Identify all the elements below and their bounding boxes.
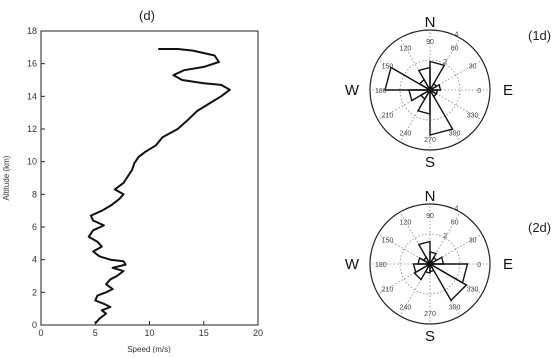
- angle-tick-label: 300: [449, 305, 461, 312]
- y-tick-label: 14: [27, 91, 37, 101]
- angle-spoke: [399, 37, 431, 91]
- angle-tick-label: 300: [449, 131, 461, 138]
- angle-tick-label: 120: [400, 45, 412, 52]
- angle-tick-label: 270: [424, 137, 436, 144]
- y-tick-label: 2: [32, 287, 37, 297]
- angle-spoke: [377, 59, 431, 91]
- compass-north: N: [425, 14, 436, 31]
- rose-1d-label: (1d): [528, 28, 551, 43]
- y-tick-label: 4: [32, 255, 37, 265]
- angle-tick-label: 240: [400, 305, 412, 312]
- angle-spoke: [377, 233, 431, 265]
- plot-frame: [40, 30, 259, 326]
- x-axis-label: Speed (m/s): [127, 345, 171, 353]
- rose-petal: [429, 261, 435, 273]
- rose-2d-label: (2d): [528, 220, 551, 235]
- x-axis-ticks: 0 5 10 15 20: [38, 321, 263, 338]
- rose-petal: [384, 66, 433, 91]
- y-tick-label: 8: [32, 189, 37, 199]
- y-axis-label: Altitude (km): [2, 155, 11, 200]
- angle-tick-label: 0: [477, 262, 481, 269]
- y-tick-label: 18: [27, 26, 37, 36]
- angle-tick-label: 330: [467, 287, 479, 294]
- rose-petal: [418, 78, 432, 92]
- angle-spoke: [429, 37, 461, 91]
- x-tick-label: 5: [93, 328, 98, 338]
- y-tick-label: 0: [32, 320, 37, 330]
- angle-spoke: [399, 211, 431, 265]
- angle-spoke: [377, 89, 431, 121]
- y-tick-label: 10: [27, 157, 37, 167]
- rose-petal: [428, 256, 438, 266]
- angle-tick-label: 270: [424, 311, 436, 318]
- angle-spoke: [429, 233, 483, 265]
- angle-spoke: [429, 263, 461, 317]
- angle-spoke: [429, 89, 483, 121]
- angle-tick-label: 240: [400, 131, 412, 138]
- rose-petal: [419, 88, 432, 101]
- y-axis-ticks: 0 2 4 6 8 10 12 14 16 18: [27, 26, 45, 330]
- compass-south: S: [425, 328, 435, 345]
- angle-spoke: [399, 263, 431, 317]
- radial-tick-label: 4: [455, 205, 459, 212]
- angle-tick-label: 30: [469, 63, 477, 70]
- x-tick-label: 10: [144, 328, 154, 338]
- compass-west: W: [345, 82, 360, 99]
- x-tick-label: 20: [253, 328, 263, 338]
- altitude-speed-chart: (d) 0 5 10 15 20 0 2 4 6 8 10 12 14 16 18 Speed (m/s)…: [2, 8, 263, 354]
- rose-petal: [416, 87, 431, 115]
- angle-spoke: [429, 263, 483, 295]
- rose-petal: [422, 256, 432, 266]
- angle-tick-label: 210: [382, 113, 394, 120]
- x-tick-label: 0: [38, 328, 43, 338]
- angle-spoke: [429, 211, 461, 265]
- chart-title: (d): [139, 8, 155, 23]
- angle-tick-label: 330: [467, 113, 479, 120]
- compass-east: E: [503, 256, 513, 273]
- y-tick-label: 12: [27, 124, 37, 134]
- radial-tick-label: 4: [455, 31, 459, 38]
- angle-tick-label: 210: [382, 287, 394, 294]
- radial-ring: [399, 59, 461, 121]
- angle-spoke: [429, 59, 483, 91]
- speed-profile-line: [87, 48, 231, 325]
- angle-tick-label: 0: [477, 88, 481, 95]
- rose-outer-circle: [369, 203, 491, 325]
- compass-east: E: [503, 82, 513, 99]
- rose-petal: [428, 82, 438, 92]
- rose-petal: [428, 262, 468, 302]
- x-tick-label: 15: [199, 328, 209, 338]
- rose-petal: [427, 89, 439, 95]
- angle-tick-label: 120: [400, 219, 412, 226]
- angle-spoke: [377, 263, 431, 295]
- rose-outer-circle: [369, 29, 491, 151]
- angle-tick-label: 30: [469, 237, 477, 244]
- compass-south: S: [425, 154, 435, 171]
- angle-tick-label: 90: [426, 39, 434, 46]
- compass-west: W: [345, 256, 360, 273]
- compass-north: N: [425, 188, 436, 205]
- angle-tick-label: 180: [375, 262, 387, 269]
- radial-tick-label: 2: [443, 59, 447, 66]
- y-tick-label: 16: [27, 59, 37, 69]
- angle-tick-label: 150: [382, 63, 394, 70]
- angle-tick-label: 60: [451, 45, 459, 52]
- angle-tick-label: 180: [375, 88, 387, 95]
- radial-tick-label: 2: [443, 233, 447, 240]
- y-tick-label: 6: [32, 222, 37, 232]
- angle-tick-label: 150: [382, 237, 394, 244]
- angle-spoke: [429, 89, 461, 143]
- angle-tick-label: 60: [451, 219, 459, 226]
- angle-tick-label: 90: [426, 213, 434, 220]
- angle-spoke: [399, 89, 431, 143]
